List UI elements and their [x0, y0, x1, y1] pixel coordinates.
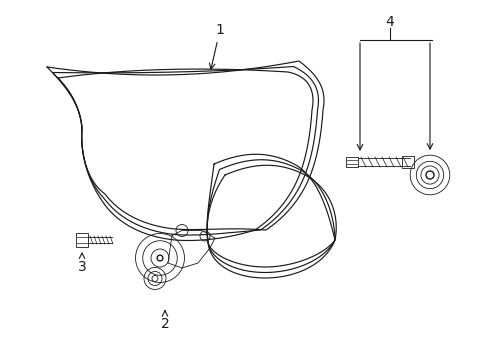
- Bar: [401, 156, 413, 168]
- Text: 2: 2: [160, 311, 169, 332]
- Bar: [346, 157, 357, 167]
- Text: 3: 3: [78, 253, 86, 274]
- Text: 4: 4: [385, 15, 393, 29]
- Text: 1: 1: [209, 23, 224, 69]
